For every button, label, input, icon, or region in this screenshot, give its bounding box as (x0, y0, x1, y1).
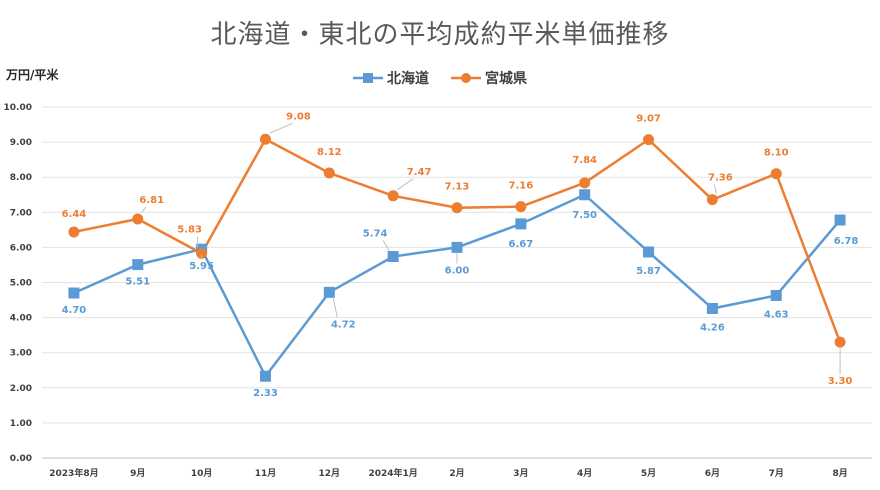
data-point-square (323, 286, 335, 298)
data-label: 4.26 (700, 322, 725, 333)
x-tick-label: 9月 (130, 468, 145, 479)
y-tick-label: 1.00 (10, 419, 32, 429)
data-point-circle (259, 133, 271, 145)
series-line-miyagi (73, 138, 842, 343)
data-label: 6.44 (62, 209, 87, 220)
data-point-circle (68, 226, 80, 238)
y-tick-label: 4.00 (10, 314, 32, 324)
data-label: 7.47 (407, 167, 432, 178)
data-label-leader-line (141, 206, 147, 214)
legend-item-miyagi: 宮城県 (451, 68, 527, 88)
data-label: 6.78 (834, 236, 859, 247)
x-tick-label: 12月 (319, 468, 341, 479)
x-tick-label: 2023年8月 (49, 467, 98, 479)
data-label: 5.74 (363, 229, 388, 240)
x-tick-label: 6月 (705, 468, 720, 479)
data-label: 4.70 (62, 305, 87, 316)
data-label: 8.10 (764, 148, 789, 159)
data-label: 2.33 (253, 388, 278, 399)
y-tick-label: 7.00 (10, 208, 32, 218)
legend-item-hokkaido: 北海道 (353, 68, 429, 88)
data-point-square (579, 189, 591, 201)
series-line-hokkaido (73, 193, 842, 378)
y-tick-label: 8.00 (10, 173, 32, 183)
data-label: 7.36 (708, 173, 733, 184)
data-point-circle (706, 194, 718, 206)
data-label: 5.95 (189, 261, 214, 272)
data-label: 7.16 (509, 181, 534, 192)
data-label-leader-line (269, 122, 293, 134)
data-label-leader-line (713, 184, 717, 194)
data-label: 4.72 (331, 319, 356, 330)
data-point-circle (451, 202, 463, 214)
x-tick-label: 5月 (641, 468, 656, 479)
data-point-square (515, 218, 527, 230)
data-label-leader-line (332, 298, 338, 318)
legend-label-hokkaido: 北海道 (387, 71, 429, 87)
data-label: 5.87 (636, 266, 661, 277)
data-label: 9.07 (636, 114, 661, 125)
data-point-square (770, 289, 782, 301)
y-tick-label: 10.00 (4, 103, 32, 113)
data-point-circle (196, 247, 208, 259)
data-label: 7.84 (572, 155, 597, 166)
data-label: 7.50 (572, 210, 597, 221)
x-tick-label: 10月 (191, 468, 213, 479)
data-point-circle (132, 213, 144, 225)
data-label: 6.81 (139, 195, 164, 206)
x-tick-label: 11月 (255, 468, 277, 479)
data-point-square (68, 287, 80, 299)
data-label: 6.00 (445, 265, 470, 276)
data-label: 9.08 (286, 111, 311, 122)
data-label: 4.63 (764, 309, 789, 320)
y-tick-label: 2.00 (10, 384, 32, 394)
data-label: 3.30 (828, 376, 853, 387)
y-tick-label: 9.00 (10, 138, 32, 148)
data-point-square (387, 251, 399, 263)
data-point-square (834, 214, 846, 226)
data-point-square (643, 246, 655, 258)
data-label: 6.67 (509, 239, 534, 250)
data-point-square (451, 241, 463, 253)
y-tick-label: 3.00 (10, 349, 32, 359)
y-tick-label: 0.00 (10, 454, 32, 464)
data-label: 5.51 (125, 277, 150, 288)
x-tick-label: 8月 (832, 468, 847, 479)
data-point-square (706, 302, 718, 314)
legend-circle-marker-icon (451, 73, 481, 83)
data-point-circle (834, 336, 846, 348)
data-point-circle (387, 190, 399, 202)
data-point-circle (770, 168, 782, 180)
x-tick-label: 2024年1月 (368, 467, 417, 479)
y-tick-label: 5.00 (10, 279, 32, 289)
data-point-square (132, 259, 144, 271)
data-point-circle (515, 201, 527, 213)
x-tick-label: 3月 (513, 468, 528, 479)
data-point-circle (323, 167, 335, 179)
chart-legend: 北海道 宮城県 (0, 68, 880, 88)
data-point-square (259, 370, 271, 382)
x-tick-label: 4月 (577, 468, 592, 479)
data-point-circle (579, 177, 591, 189)
chart-title: 北海道・東北の平均成約平米単価推移 (210, 20, 670, 50)
data-point-circle (643, 134, 655, 146)
data-label: 5.83 (177, 224, 202, 235)
y-axis-unit-label: 万円/平米 (6, 68, 59, 82)
data-label: 7.13 (445, 182, 470, 193)
data-label: 8.12 (317, 147, 342, 158)
x-tick-label: 7月 (769, 468, 784, 479)
legend-square-marker-icon (353, 73, 383, 83)
legend-label-miyagi: 宮城県 (485, 71, 527, 87)
x-tick-label: 2月 (449, 468, 464, 479)
data-label-leader-line (382, 240, 390, 251)
y-tick-label: 6.00 (10, 243, 32, 253)
data-label-leader-line (396, 178, 414, 191)
